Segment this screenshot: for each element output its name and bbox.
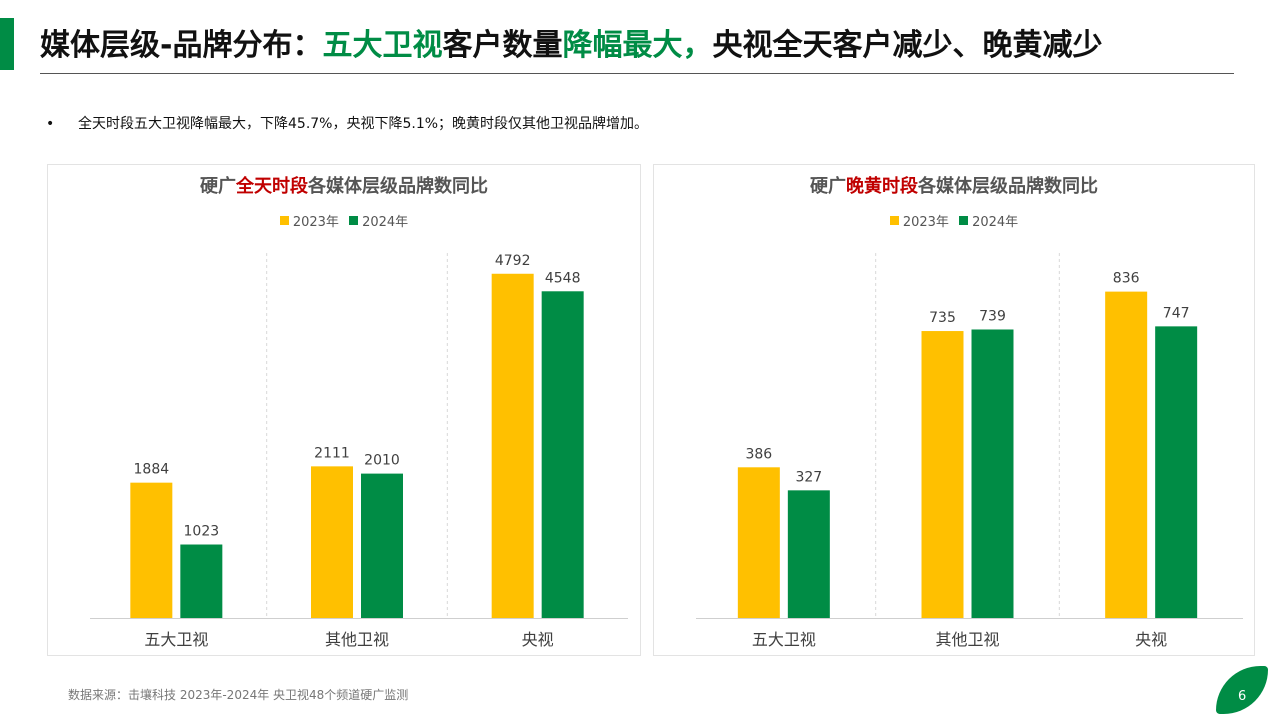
legend-swatch-2024: [959, 216, 969, 225]
legend-item-2024: 2024年: [349, 211, 408, 230]
bar-2023: [1105, 291, 1148, 618]
data-label: 327: [795, 469, 822, 485]
data-label: 747: [1163, 305, 1190, 321]
page-title: 媒体层级-品牌分布：五大卫视客户数量降幅最大，央视全天客户减少、晚黄减少: [40, 20, 1102, 64]
bar-2023: [130, 482, 173, 618]
title-part-1: 媒体层级-品牌分布：: [40, 28, 323, 63]
data-label: 4548: [545, 270, 581, 286]
data-label: 836: [1113, 271, 1140, 287]
title-part-2: 五大卫视: [322, 28, 443, 63]
bar-2024: [1155, 326, 1198, 618]
category-tick-label: 五大卫视: [144, 630, 208, 649]
title-divider: [40, 73, 1234, 74]
data-label: 1884: [134, 462, 170, 478]
chart-title: 硬广晚黄时段各媒体层级品牌数同比: [654, 172, 1254, 198]
bar-2024: [361, 473, 403, 618]
data-label: 2111: [314, 445, 350, 461]
legend-swatch-2023: [889, 216, 899, 225]
legend-label-2024: 2024年: [362, 215, 409, 230]
summary-bullet: • 全天时段五大卫视降幅最大，下降45.7%，央视下降5.1%；晚黄时段仅其他卫视…: [46, 113, 648, 133]
bar-2024: [971, 329, 1014, 618]
category-tick-label: 其他卫视: [325, 630, 389, 649]
legend-item-2023: 2023年: [279, 211, 339, 230]
title-part-3: 客户数量: [442, 28, 563, 63]
data-label: 386: [745, 446, 772, 462]
category-tick-label: 五大卫视: [752, 630, 816, 649]
chart-title-prefix: 硬广: [810, 176, 846, 197]
bar-chart-evening-prime: 386 327 五大卫视 735 739 其他卫视 836 747 央视: [696, 253, 1243, 649]
bar-2024: [541, 291, 584, 618]
bullet-dot: •: [46, 116, 55, 132]
bar-2023: [491, 273, 534, 618]
chart-title-suffix: 各媒体层级品牌数同比: [918, 176, 1098, 197]
chart-title-suffix: 各媒体层级品牌数同比: [308, 176, 488, 197]
bar-2023: [311, 466, 353, 618]
data-label: 4792: [495, 253, 531, 269]
chart-panel-all-day: 硬广全天时段各媒体层级品牌数同比 2023年 2024年 1884 1023 五大卫…: [47, 164, 641, 656]
legend-label-2024: 2024年: [972, 215, 1019, 230]
bar-2023: [921, 331, 964, 618]
chart-legend: 2023年 2024年: [48, 211, 640, 230]
bar-2024: [787, 490, 830, 618]
chart-title-prefix: 硬广: [200, 176, 236, 197]
legend-item-2023: 2023年: [889, 211, 949, 230]
legend-label-2023: 2023年: [292, 215, 339, 230]
bar-chart-all-day: 1884 1023 五大卫视 2111 2010 其他卫视 4792 4548 央视: [90, 253, 628, 649]
category-tick-label: 央视: [1135, 630, 1167, 649]
title-part-4: 降幅最大，: [562, 28, 713, 63]
bar-2024: [180, 544, 223, 618]
data-source-note: 数据来源：击壤科技 2023年-2024年 央卫视48个频道硬广监测: [68, 688, 409, 702]
title-accent-bar: [0, 18, 14, 70]
chart-title: 硬广全天时段各媒体层级品牌数同比: [48, 172, 640, 198]
data-label: 739: [979, 308, 1006, 324]
page-number: 6: [1238, 689, 1247, 704]
category-tick-label: 央视: [522, 630, 554, 649]
legend-label-2023: 2023年: [902, 215, 949, 230]
legend-swatch-2023: [279, 216, 289, 225]
data-label: 2010: [364, 453, 400, 469]
title-part-5: 央视全天客户减少、晚黄减少: [712, 28, 1103, 63]
chart-legend: 2023年 2024年: [654, 211, 1254, 230]
legend-item-2024: 2024年: [959, 211, 1018, 230]
chart-panel-evening-prime: 硬广晚黄时段各媒体层级品牌数同比 2023年 2024年 386 327 五大卫视 7…: [653, 164, 1255, 656]
chart-title-highlight: 全天时段: [236, 176, 308, 197]
summary-text: 全天时段五大卫视降幅最大，下降45.7%，央视下降5.1%；晚黄时段仅其他卫视品…: [78, 116, 649, 132]
data-label: 1023: [184, 524, 220, 540]
legend-swatch-2024: [349, 216, 359, 225]
bar-2023: [737, 467, 780, 618]
chart-title-highlight: 晚黄时段: [846, 176, 918, 197]
data-label: 735: [929, 310, 956, 326]
category-tick-label: 其他卫视: [935, 630, 999, 649]
